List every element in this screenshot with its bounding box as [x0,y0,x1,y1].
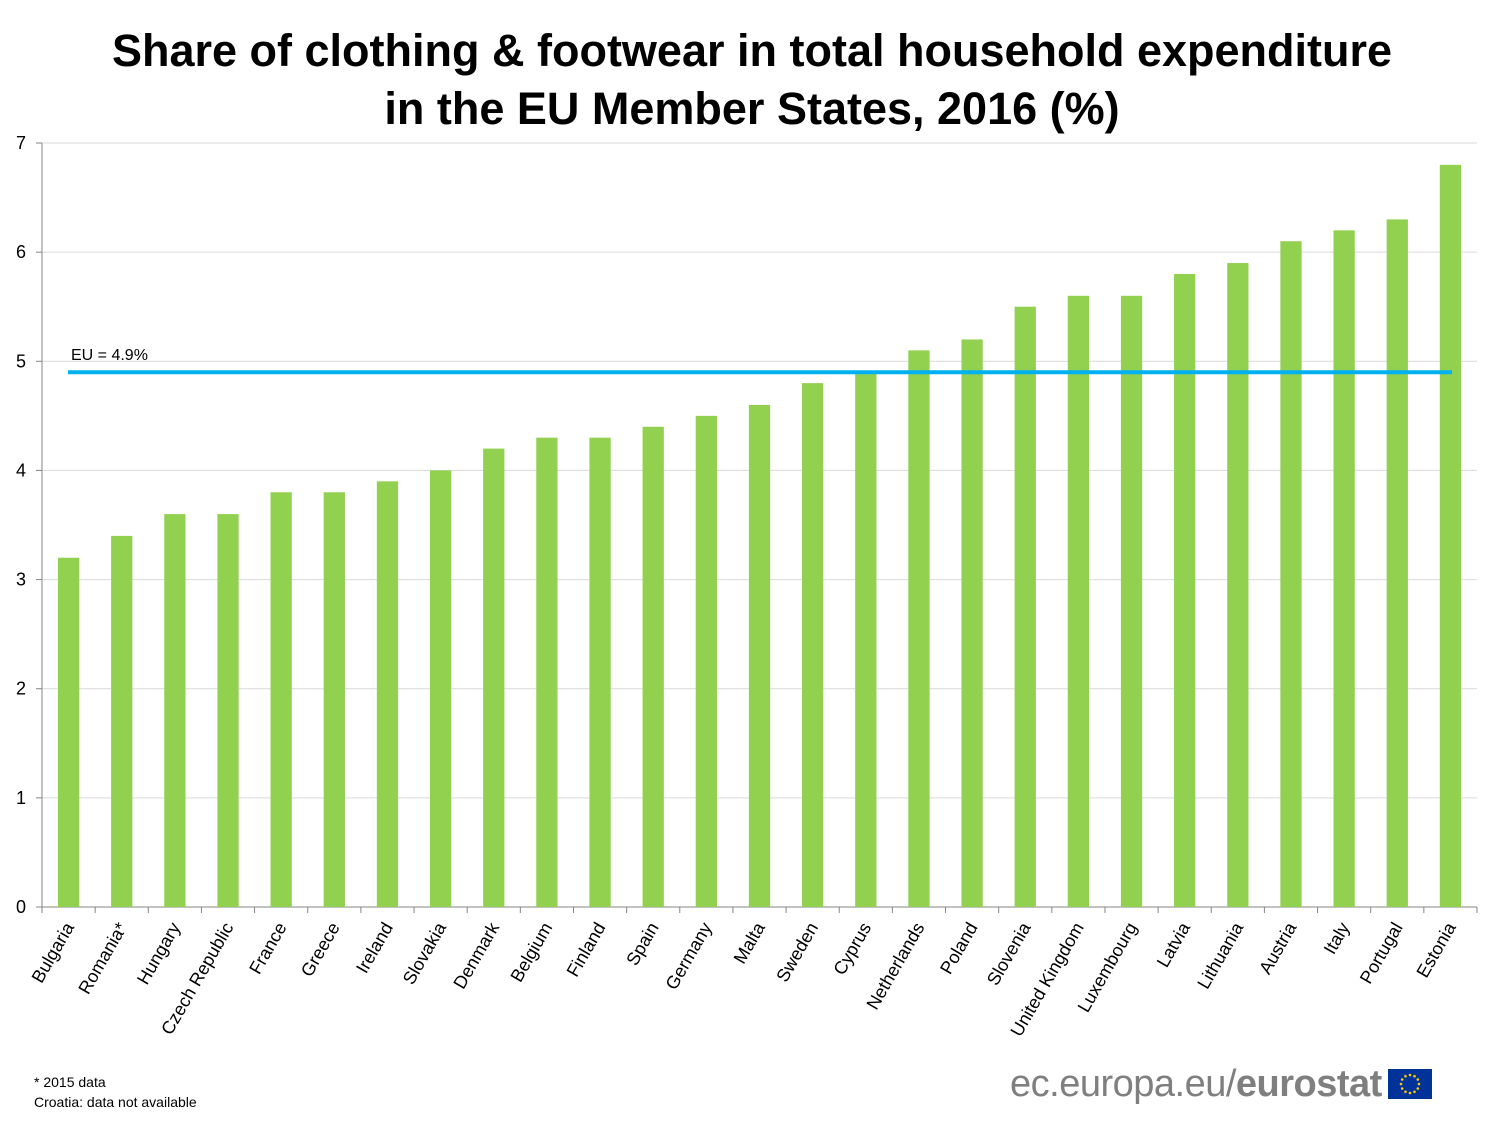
x-tick-label: Spain [622,919,662,969]
x-tick-label: Slovakia [399,918,451,988]
brand-text: ec.europa.eu/eurostat [1010,1063,1382,1106]
flag-star [1417,1082,1421,1086]
x-tick-label: Denmark [449,918,503,992]
bar-sweden [802,383,824,908]
x-tick-label: Romania* [74,919,131,997]
x-tick-label: Sweden [772,919,822,985]
eurostat-brand: ec.europa.eu/eurostat [1010,1060,1432,1108]
bar-belgium [536,437,558,907]
bar-portugal [1386,219,1408,907]
x-tick-label: Poland [936,919,981,978]
brand-prefix: ec.europa.eu/ [1010,1062,1236,1105]
x-tick-label: Belgium [507,919,557,985]
footnote-romania: * 2015 data [34,1074,106,1090]
flag-star [1400,1087,1404,1090]
flag-star [1416,1078,1419,1081]
bar-germany [695,415,717,907]
flag-star [1399,1082,1403,1086]
bar-czech-republic [217,514,239,907]
bar-slovenia [1014,306,1036,907]
x-tick-label: Greece [297,919,344,980]
bar-spain [642,426,664,907]
x-tick-label: Ireland [352,919,397,977]
flag-star [1400,1078,1404,1081]
x-tick-label: Italy [1320,919,1354,958]
footnote-croatia: Croatia: data not available [34,1094,197,1110]
bar-luxembourg [1120,295,1143,907]
bar-ireland [376,481,399,907]
y-tick-label: 7 [16,133,26,153]
y-tick-label: 0 [16,897,26,917]
x-tick-label: Hungary [133,919,184,988]
flag-star [1404,1090,1407,1094]
x-tick-label: Bulgaria [28,918,79,986]
bar-romania [111,535,133,907]
x-tick-label: Austria [1255,918,1301,977]
x-tick-label: Slovenia [983,918,1035,989]
footnotes: * 2015 data Croatia: data not available [34,1072,197,1112]
eu-average-label: EU = 4.9% [71,347,148,364]
x-tick-label: Estonia [1413,918,1461,981]
x-tick-label: Finland [563,919,610,980]
title-line-2: in the EU Member States, 2016 (%) [384,83,1120,134]
y-tick-label: 5 [16,351,26,371]
bar-france [270,492,292,907]
x-tick-label: Malta [730,918,770,967]
x-tick-label: Cyprus [829,919,875,978]
bar-malta [748,404,771,907]
bar-slovakia [429,470,452,907]
y-tick-label: 4 [16,460,26,480]
y-tick-label: 1 [16,788,26,808]
x-tick-label: Lithuania [1193,918,1247,992]
bar-denmark [483,448,505,907]
flag-star [1416,1087,1419,1090]
y-tick-label: 2 [16,679,26,699]
bar-cyprus [855,372,877,907]
flag-star [1404,1074,1407,1078]
bar-bulgaria [57,557,80,907]
flag-star [1413,1074,1416,1078]
bar-italy [1333,230,1355,908]
flag-star [1408,1091,1412,1095]
brand-name: eurostat [1235,1062,1382,1105]
bar-austria [1280,241,1302,907]
bar-greece [323,492,345,907]
bar-hungary [164,514,186,907]
chart-title: Share of clothing & footwear in total ho… [0,22,1504,138]
bar-united-kingdom [1067,295,1090,907]
bar-latvia [1174,273,1196,907]
bar-netherlands [908,350,930,907]
x-tick-label: France [245,919,290,978]
title-line-1: Share of clothing & footwear in total ho… [111,25,1393,76]
x-tick-label: Germany [661,919,715,993]
eu-flag-icon [1387,1069,1432,1099]
bar-estonia [1439,164,1462,908]
x-tick-label: Latvia [1153,918,1195,970]
bar-finland [589,437,611,907]
flag-star [1413,1090,1416,1094]
y-tick-label: 6 [16,242,26,262]
bar-lithuania [1227,263,1249,907]
flag-star [1408,1073,1412,1077]
x-tick-label: Portugal [1356,919,1407,987]
y-tick-label: 3 [16,570,26,590]
bar-poland [961,339,983,907]
